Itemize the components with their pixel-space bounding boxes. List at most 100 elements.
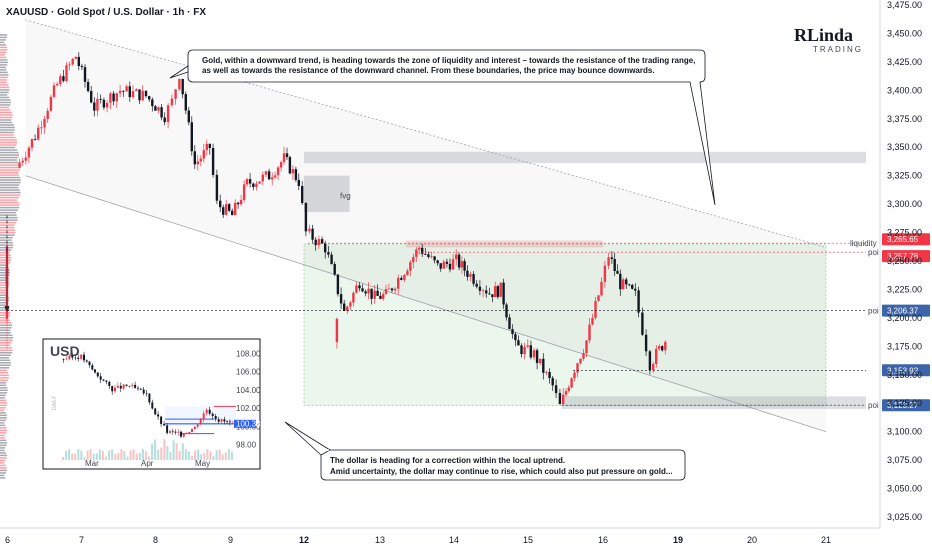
volume-bar bbox=[0, 352, 13, 354]
candle-body bbox=[499, 282, 502, 297]
volume-bar bbox=[0, 91, 9, 94]
level-label: poi bbox=[868, 401, 879, 410]
logo-main-text: RLinda bbox=[794, 25, 853, 45]
volume-bar bbox=[0, 464, 6, 467]
x-tick-label: 6 bbox=[5, 535, 10, 545]
candle-body bbox=[231, 210, 234, 216]
candle-body bbox=[112, 93, 115, 102]
candle-body bbox=[384, 289, 388, 294]
level-label: liquidity bbox=[850, 239, 877, 248]
candle-body bbox=[65, 65, 68, 81]
volume-bar bbox=[0, 311, 11, 314]
volume-bar bbox=[0, 286, 9, 289]
y-tick-label: 3,125.00 bbox=[887, 398, 922, 408]
inset-volume-bar bbox=[175, 443, 178, 460]
candle-body bbox=[554, 385, 558, 393]
candle-body bbox=[542, 358, 545, 373]
y-tick-label: 3,050.00 bbox=[887, 484, 922, 494]
inset-volume-bar bbox=[108, 450, 111, 460]
candle-body bbox=[49, 96, 53, 111]
volume-bar bbox=[0, 124, 14, 126]
volume-bar bbox=[0, 439, 7, 442]
volume-bar bbox=[0, 179, 21, 181]
candle-body bbox=[21, 160, 24, 163]
candle-body bbox=[115, 93, 118, 102]
candle-body bbox=[558, 393, 562, 405]
price-tag-text: 3,123.27 bbox=[887, 401, 919, 410]
volume-bar bbox=[0, 121, 12, 124]
candle-body bbox=[199, 158, 202, 162]
inset-volume-bar bbox=[141, 449, 144, 460]
candle-body bbox=[301, 186, 304, 203]
volume-bar bbox=[0, 221, 17, 224]
x-tick-label: 12 bbox=[299, 535, 309, 545]
y-tick-label: 3,325.00 bbox=[887, 171, 922, 181]
volume-bar bbox=[0, 109, 11, 111]
volume-bar bbox=[0, 169, 20, 171]
candle-body bbox=[83, 67, 87, 82]
inset-volume-bar bbox=[117, 453, 120, 460]
inset-candle-body bbox=[142, 389, 145, 394]
candle-body bbox=[517, 340, 520, 346]
dollar-annotation[interactable]: The dollar is heading for a correction w… bbox=[284, 421, 686, 481]
candle-body bbox=[317, 239, 321, 246]
candle-body bbox=[628, 284, 631, 286]
candle-body bbox=[494, 286, 497, 297]
volume-bar bbox=[0, 56, 7, 59]
volume-bar bbox=[0, 141, 18, 144]
candle-body bbox=[641, 312, 644, 335]
volume-bar bbox=[0, 432, 7, 434]
volume-bar bbox=[0, 472, 6, 474]
candle-body bbox=[346, 306, 349, 311]
volume-bar bbox=[0, 424, 6, 427]
candle-body bbox=[105, 102, 109, 108]
volume-bar bbox=[0, 269, 10, 271]
inset-volume-bar bbox=[120, 449, 123, 460]
volume-bar bbox=[0, 156, 19, 159]
candle-body bbox=[308, 228, 311, 232]
volume-bar bbox=[0, 89, 10, 91]
inset-candle-body bbox=[151, 402, 154, 409]
inset-candle-body bbox=[217, 419, 220, 422]
volume-bar bbox=[0, 442, 7, 444]
candle-body bbox=[239, 200, 243, 205]
volume-bar bbox=[0, 337, 14, 339]
candle-body bbox=[93, 102, 96, 111]
gold-annotation[interactable]: Gold, within a downward trend, is headin… bbox=[169, 49, 716, 206]
volume-bar bbox=[0, 429, 7, 432]
inset-x-tick: May bbox=[195, 459, 210, 468]
candle-body bbox=[68, 64, 71, 66]
volume-bar bbox=[0, 34, 8, 36]
candle-body bbox=[77, 56, 80, 66]
candle-body bbox=[463, 261, 466, 271]
volume-bar bbox=[0, 216, 18, 219]
candle-body bbox=[576, 363, 579, 373]
volume-bar bbox=[0, 181, 21, 184]
volume-bar bbox=[0, 69, 7, 71]
inset-candle-body bbox=[74, 357, 77, 359]
inset-y-tick: 104.00 bbox=[236, 386, 261, 395]
candle-body bbox=[339, 294, 343, 304]
candle-body bbox=[125, 86, 128, 92]
x-tick-label: 20 bbox=[747, 535, 757, 545]
candle-body bbox=[616, 270, 619, 274]
volume-bar bbox=[0, 249, 12, 251]
y-tick-label: 3,075.00 bbox=[887, 455, 922, 465]
candle-body bbox=[190, 122, 193, 152]
volume-bar bbox=[0, 326, 12, 329]
volume-bar bbox=[0, 264, 9, 266]
volume-bar bbox=[0, 414, 7, 417]
candle-body bbox=[131, 91, 135, 98]
candle-body bbox=[475, 283, 478, 287]
volume-bar bbox=[0, 154, 20, 156]
candle-body bbox=[508, 317, 511, 330]
candle-body bbox=[376, 290, 379, 296]
candle-body bbox=[56, 84, 59, 86]
inset-volume-bar bbox=[98, 449, 101, 460]
volume-bar bbox=[0, 49, 8, 51]
candle-body bbox=[96, 98, 99, 111]
candle-body bbox=[442, 261, 445, 269]
volume-bar bbox=[0, 39, 6, 41]
price-tag bbox=[882, 233, 930, 246]
